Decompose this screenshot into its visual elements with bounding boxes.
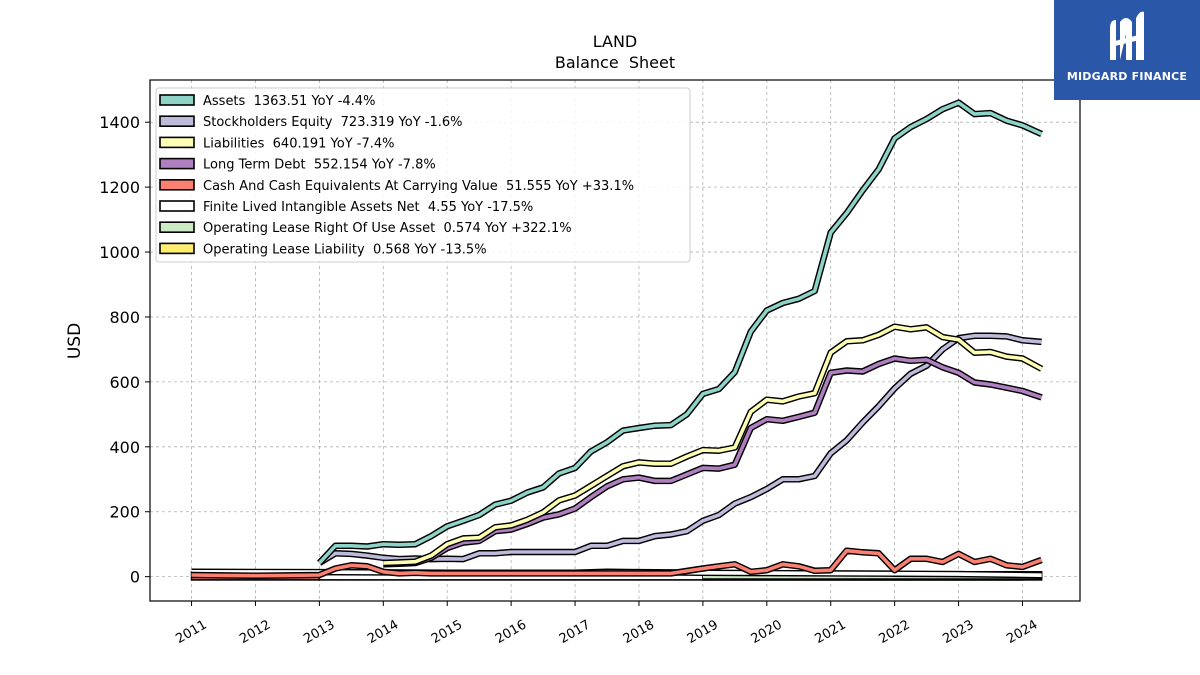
legend-entry: Liabilities 640.191 YoY -7.4% [203,136,395,151]
y-tick-label: 800 [109,308,140,327]
x-tick-label: 2021 [813,617,849,647]
x-tick-label: 2020 [749,617,785,647]
legend-box [155,87,691,263]
legend-swatch [159,242,195,255]
x-tick-label: 2015 [429,617,465,647]
series-stroke [383,324,1043,565]
x-tick-label: 2024 [1004,617,1040,647]
legend-entry: Cash And Cash Equivalents At Carrying Va… [203,179,634,194]
series-line [191,547,1043,579]
y-tick-label: 600 [109,373,140,392]
legend-entry: Operating Lease Liability 0.568 YoY -13.… [203,242,487,257]
mh-monogram-icon [1110,11,1144,61]
legend-swatch [159,200,195,212]
y-tick-label: 1400 [99,113,140,132]
series-line [317,332,1042,566]
legend-swatch [159,136,195,149]
x-axis: 2011 2012 2013 2014 2015 2016 2017 2018 2019 2020… [173,601,1040,647]
x-tick-label: 2013 [301,617,337,647]
legend-swatch [159,157,195,170]
legend-entry: Finite Lived Intangible Assets Net 4.55 … [203,200,533,215]
legend-swatch [159,221,195,233]
legend-swatch [159,179,195,191]
series-line [383,323,1044,567]
x-tick-label: 2011 [173,617,209,647]
y-tick-label: 1200 [99,178,140,197]
legend-entry: Assets 1363.51 YoY -4.4% [203,94,375,109]
plot-frame [149,79,1081,602]
midgard-finance-logo: MIDGARD FINANCE [1054,0,1200,100]
chart-title: LAND [593,32,638,51]
legend-swatch [159,115,195,127]
x-tick-label: 2022 [876,617,912,647]
legend-entry: Operating Lease Right Of Use Asset 0.574… [203,221,572,236]
y-axis: 0 200 400 600 800 1000 1200 1400 [99,113,150,587]
y-axis-label: USD [65,323,85,359]
legend-swatch [159,94,195,106]
y-tick-label: 200 [109,503,140,522]
series-stroke [318,333,1042,565]
legend-entry: Stockholders Equity 723.319 YoY -1.6% [203,115,463,130]
series-stroke [318,100,1043,565]
x-tick-label: 2012 [237,617,273,647]
series-layer [190,99,1044,581]
y-tick-label: 1000 [99,243,140,262]
x-tick-label: 2017 [557,617,593,647]
y-tick-label: 0 [130,568,140,587]
chart-subtitle: Balance Sheet [555,53,675,72]
series-line [317,99,1043,566]
brand-name: MIDGARD FINANCE [1066,70,1188,83]
x-tick-label: 2019 [685,617,721,647]
x-tick-label: 2018 [621,617,657,647]
series-outline [383,323,1044,567]
legend-entry: Long Term Debt 552.154 YoY -7.8% [203,158,436,173]
x-tick-label: 2014 [365,617,401,647]
x-tick-label: 2023 [940,617,976,647]
series-outline [317,332,1042,566]
series-stroke [191,548,1043,578]
x-tick-label: 2016 [493,617,529,647]
legend: Assets 1363.51 YoY -4.4% Stockholders Equ… [155,87,691,263]
y-tick-label: 400 [109,438,140,457]
